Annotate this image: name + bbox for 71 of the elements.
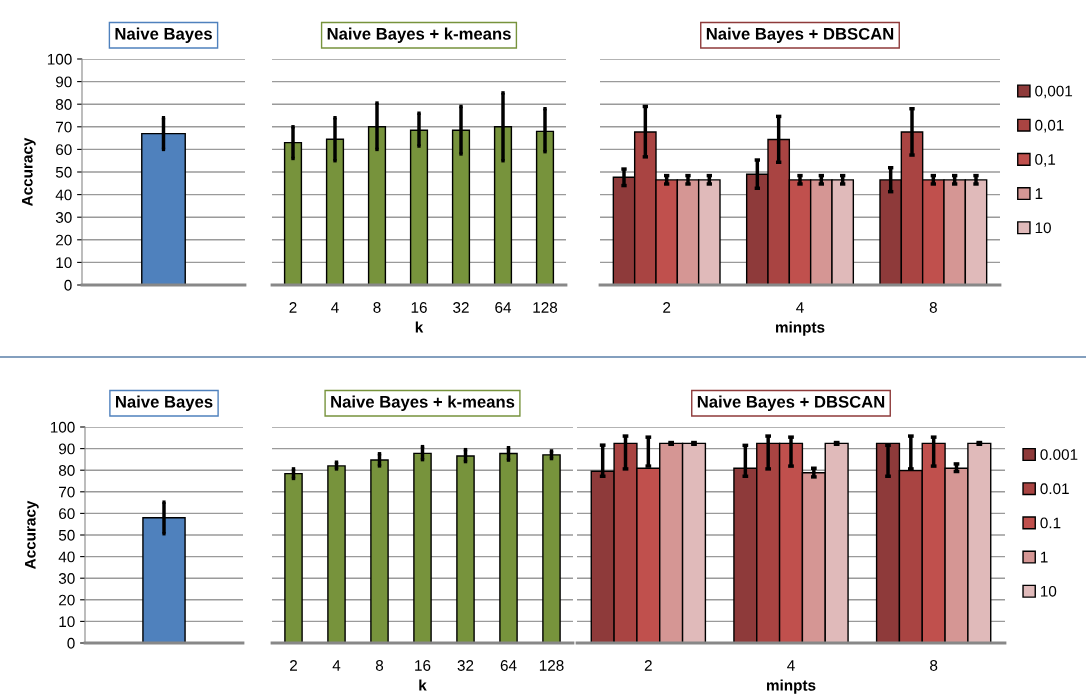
y-tick-label: 0: [64, 279, 72, 291]
legend-label: 1: [1035, 188, 1043, 199]
chart-title: Naive Bayes + k-means: [327, 27, 511, 44]
chart-title: Naive Bayes + DBSCAN: [706, 27, 894, 44]
x-tick-label: 64: [495, 302, 512, 313]
x-tick-label: 8: [375, 660, 384, 671]
legend-label: 0.01: [1040, 483, 1069, 495]
x-tick-label: 32: [453, 302, 469, 313]
legend-label: 0,01: [1035, 119, 1064, 133]
legend-label: 10: [1041, 585, 1057, 597]
y-tick-label: 0: [67, 637, 75, 649]
chart-title: Naive Bayes: [115, 27, 212, 44]
x-axis-title: k: [415, 321, 424, 333]
y-axis-title: Accuracy: [22, 137, 36, 207]
y-tick-label: 50: [58, 529, 75, 541]
x-tick-label: 2: [290, 660, 297, 671]
legend-label: 0,001: [1035, 85, 1073, 99]
bar: [499, 452, 518, 643]
bar: [327, 465, 346, 643]
y-tick-label: 50: [55, 166, 72, 178]
x-tick-label: 4: [796, 302, 804, 313]
bar: [284, 472, 303, 643]
chart-title: Naive Bayes: [116, 395, 213, 412]
x-tick-label: 2: [644, 660, 652, 671]
chart-title: Naive Bayes + k-means: [331, 395, 515, 412]
x-axis-title: k: [419, 679, 427, 691]
x-tick-label: 128: [533, 302, 558, 313]
legend-label: 0,1: [1035, 154, 1056, 167]
y-tick-label: 20: [56, 234, 72, 246]
y-tick-label: 80: [58, 465, 75, 476]
x-tick-label: 128: [539, 660, 564, 671]
y-tick-label: 60: [56, 144, 72, 156]
y-tick-label: 70: [56, 121, 72, 133]
x-tick-label: 2: [289, 302, 297, 313]
x-tick-label: 16: [411, 302, 427, 313]
bar: [542, 454, 561, 643]
x-tick-label: 8: [930, 660, 938, 671]
y-tick-label: 60: [59, 508, 75, 520]
y-tick-label: 90: [56, 76, 72, 88]
y-axis-title: Accuracy: [25, 500, 39, 570]
x-tick-label: 32: [457, 660, 474, 671]
y-tick-label: 30: [58, 573, 75, 584]
y-tick-label: 10: [56, 257, 72, 269]
y-tick-label: 100: [47, 53, 72, 65]
x-axis-title: minpts: [766, 679, 816, 694]
chart-title: Naive Bayes + DBSCAN: [697, 395, 885, 412]
y-tick-label: 10: [59, 616, 75, 628]
y-tick-label: 30: [55, 212, 72, 223]
y-tick-label: 80: [55, 99, 72, 110]
y-tick-label: 40: [55, 189, 72, 201]
x-tick-label: 8: [929, 302, 937, 313]
y-tick-label: 90: [59, 443, 75, 455]
legend-label: 1: [1041, 551, 1048, 563]
bar: [413, 452, 432, 643]
legend-label: 10: [1035, 222, 1051, 234]
legend-label: 0.001: [1040, 449, 1078, 460]
legend-label: 0.1: [1040, 517, 1061, 529]
y-tick-label: 100: [50, 421, 75, 433]
x-axis-title: minpts: [775, 321, 825, 336]
x-tick-label: 4: [787, 660, 795, 671]
x-tick-label: 64: [500, 660, 517, 671]
x-tick-label: 8: [373, 302, 381, 313]
bar: [456, 455, 475, 643]
y-tick-label: 70: [59, 486, 75, 498]
x-tick-label: 4: [332, 660, 341, 671]
x-tick-label: 16: [415, 660, 431, 671]
x-tick-label: 2: [663, 302, 671, 313]
bar: [370, 459, 389, 643]
y-tick-label: 20: [59, 594, 75, 606]
x-tick-label: 4: [331, 302, 339, 313]
y-tick-label: 40: [58, 551, 75, 563]
